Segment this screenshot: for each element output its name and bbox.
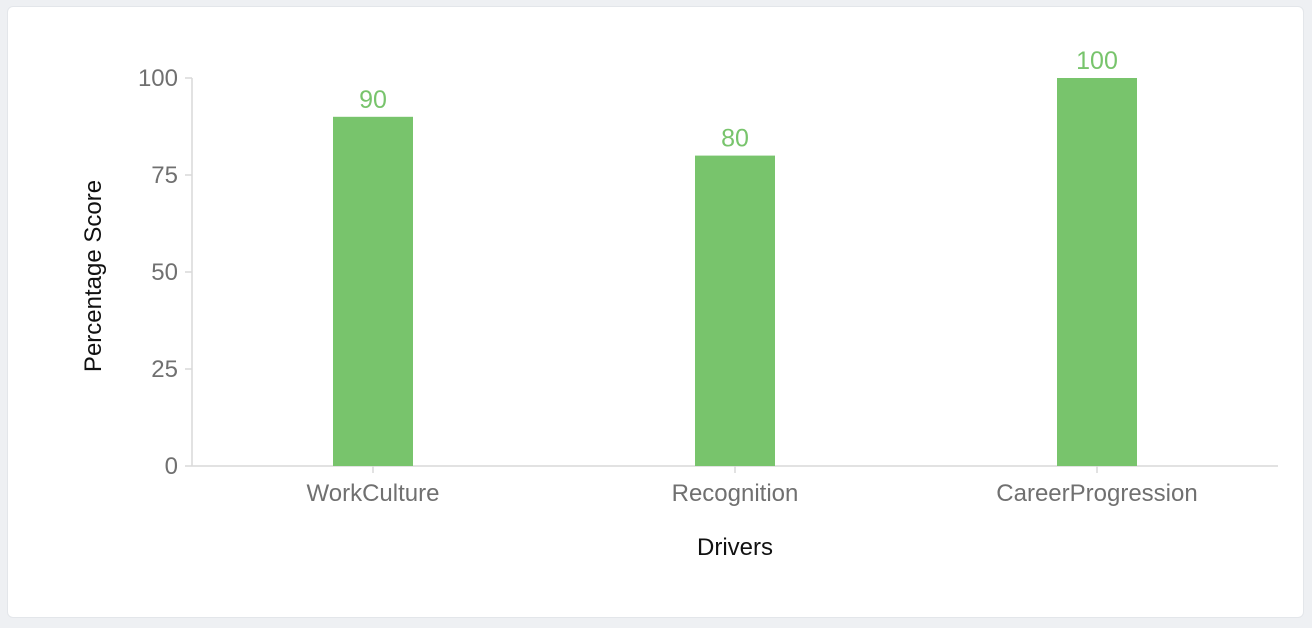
x-tick-label: Recognition: [672, 480, 799, 507]
bar-value-label: 90: [359, 86, 387, 114]
y-tick-label: 25: [151, 356, 178, 383]
y-tick-label: 0: [165, 453, 178, 480]
bar-value-label: 100: [1076, 47, 1118, 75]
y-tick-label: 100: [138, 65, 178, 92]
bars: [333, 78, 1137, 467]
data-labels: 90 80 100: [359, 47, 1118, 153]
y-axis-title: Percentage Score: [80, 180, 107, 372]
y-tick-label: 50: [151, 259, 178, 286]
x-tick-label: CareerProgression: [996, 480, 1197, 507]
y-axis: 0 25 50 75 100: [138, 65, 193, 480]
bar[interactable]: [695, 155, 775, 466]
bar[interactable]: [333, 116, 413, 467]
y-tick-label: 75: [151, 162, 178, 189]
bar-value-label: 80: [721, 125, 749, 153]
x-axis-title: Drivers: [697, 534, 773, 561]
bar[interactable]: [1057, 78, 1137, 466]
x-axis: WorkCulture Recognition CareerProgression: [192, 465, 1278, 507]
x-tick-label: WorkCulture: [307, 480, 440, 507]
